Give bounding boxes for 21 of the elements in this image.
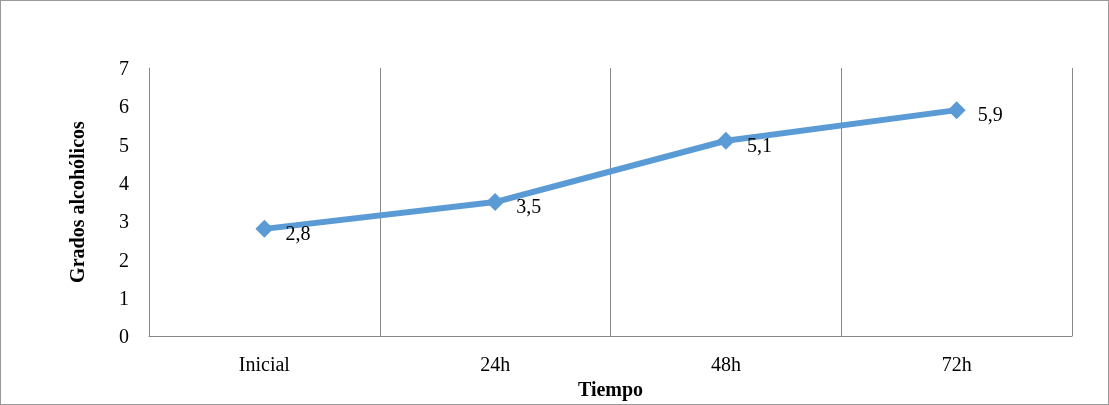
y-tick-label: 7 — [119, 57, 129, 79]
x-tick-label: 24h — [480, 353, 511, 376]
x-tick-label: 72h — [941, 353, 972, 376]
y-tick-label: 2 — [119, 248, 129, 271]
point — [716, 131, 735, 150]
point — [947, 101, 966, 120]
y-tick-label: 1 — [119, 286, 129, 309]
y-tick-label: 4 — [119, 171, 129, 194]
y-tick-label: 3 — [119, 210, 129, 233]
x-tick-label: Inicial — [238, 353, 291, 376]
y-axis-title: Grados alcohólicos — [66, 121, 88, 283]
y-tick-label: 5 — [119, 133, 129, 156]
y-tick-label: 6 — [119, 95, 129, 118]
point — [486, 193, 505, 212]
x-tick-label: 48h — [710, 353, 741, 376]
data-label: 5,9 — [977, 103, 1003, 126]
data-label: 3,5 — [516, 195, 542, 218]
y-tick-label: 0 — [119, 325, 129, 348]
x-axis-title: Tiempo — [577, 378, 644, 401]
data-label: 2,8 — [285, 221, 311, 244]
data-label: 5,1 — [746, 133, 772, 156]
